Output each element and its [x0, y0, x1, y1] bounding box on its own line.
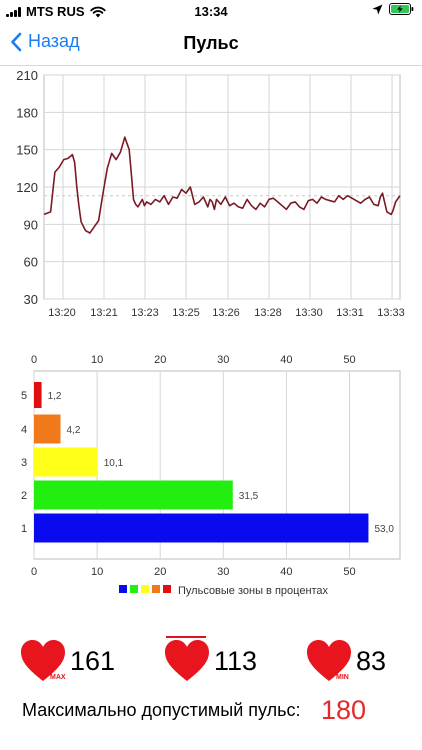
pulse-y-tick-label: 30: [24, 292, 38, 307]
signal-icon: [6, 6, 21, 17]
zones-x-tick-label-top: 40: [280, 354, 292, 366]
zone-value-label: 53,0: [374, 524, 394, 535]
max-allowed-label: Максимально допустимый пульс:: [22, 700, 301, 720]
legend-swatch-zone-3: [141, 585, 149, 593]
pulse-x-tick-label: 13:23: [131, 307, 159, 319]
max-allowed-value[interactable]: 180: [321, 695, 367, 725]
location-arrow-icon: [372, 4, 383, 14]
back-label: Назад: [28, 31, 80, 51]
legend-swatch-zone-2: [130, 585, 138, 593]
zone-bar-5: [34, 382, 42, 408]
zones-x-tick-label-top: 0: [31, 354, 37, 366]
wifi-icon: [89, 6, 106, 17]
pulse-x-tick-label: 13:31: [336, 307, 364, 319]
status-time: 13:34: [194, 4, 228, 19]
zone-value-label: 31,5: [239, 491, 259, 502]
pulse-x-axis: 13:20 13:21 13:23 13:25 13:26 13:28 13:30 13:31…: [48, 307, 405, 319]
heart-average-icon: [165, 640, 209, 681]
zone-value-label: 1,2: [48, 391, 62, 402]
pulse-series-line: [43, 136, 401, 234]
zones-x-tick-label-top: 50: [343, 354, 355, 366]
battery-charging-icon: [389, 3, 414, 15]
zones-x-tick-label-top: 10: [91, 354, 103, 366]
zones-bars: 5 1,2 4 4,2 3 10,1 2 31,5 1 53,0: [21, 382, 394, 543]
zone-category-label: 5: [21, 390, 27, 402]
navigation-bar: Назад Пульс: [0, 22, 422, 66]
zone-value-label: 10,1: [104, 458, 124, 469]
legend-swatch-zone-5: [163, 585, 171, 593]
zones-x-axis-bottom: 0 10 20 30 40 50: [31, 566, 356, 578]
zones-x-tick-label-bottom: 50: [343, 566, 355, 578]
pulse-zones-bar-chart: 0 10 20 30 40 50 0 10 20 30 40 50 5 1,2 4 4,2 3 10,1 2 31…: [21, 354, 401, 597]
pulse-chart-grid: [43, 74, 401, 300]
pulse-x-tick-label: 13:21: [90, 307, 118, 319]
back-button[interactable]: Назад: [10, 31, 80, 52]
pulse-x-tick-label: 13:26: [212, 307, 240, 319]
pulse-x-tick-label: 13:30: [295, 307, 323, 319]
min-label: MIN: [336, 674, 349, 681]
zone-category-label: 3: [21, 457, 27, 469]
zones-x-tick-label-bottom: 20: [154, 566, 166, 578]
pulse-y-tick-label: 210: [16, 68, 38, 83]
pulse-y-tick-label: 60: [24, 255, 38, 270]
status-right: [372, 3, 414, 15]
carrier-name: MTS RUS: [26, 4, 85, 19]
zone-category-label: 2: [21, 490, 27, 502]
zones-x-tick-label-bottom: 40: [280, 566, 292, 578]
zone-bar-4: [34, 414, 61, 444]
pulse-y-tick-label: 90: [24, 217, 38, 232]
zones-x-tick-label-top: 30: [217, 354, 229, 366]
heart-max-icon: MAX: [21, 640, 66, 681]
pulse-y-tick-label: 120: [16, 180, 38, 195]
carrier-area: MTS RUS: [6, 4, 106, 19]
average-indicator-bar: [166, 636, 206, 638]
zone-category-label: 1: [21, 523, 27, 535]
zones-x-tick-label-top: 20: [154, 354, 166, 366]
zone-bar-1: [34, 513, 369, 543]
max-pulse-value: 161: [70, 645, 116, 676]
zone-bar-2: [34, 480, 233, 510]
zones-x-axis-top: 0 10 20 30 40 50: [31, 354, 356, 366]
stat-average: 113: [164, 636, 257, 686]
min-pulse-value: 83: [356, 645, 387, 676]
pulse-x-tick-label: 13:25: [172, 307, 200, 319]
legend-swatch-zone-4: [152, 585, 160, 593]
stat-min: MIN 83: [306, 636, 386, 686]
status-bar: MTS RUS 13:34: [0, 0, 422, 22]
zones-x-tick-label-bottom: 30: [217, 566, 229, 578]
zones-legend: Пульсовые зоны в процентах: [119, 585, 329, 597]
legend-swatch-zone-1: [119, 585, 127, 593]
zones-x-tick-label-bottom: 0: [31, 566, 37, 578]
page-title: Пульс: [183, 33, 239, 53]
pulse-x-tick-label: 13:33: [377, 307, 405, 319]
zones-x-tick-label-bottom: 10: [91, 566, 103, 578]
pulse-x-tick-label: 13:20: [48, 307, 76, 319]
pulse-y-tick-label: 150: [16, 143, 38, 158]
pulse-x-tick-label: 13:28: [254, 307, 282, 319]
stat-max: MAX 161: [20, 636, 115, 686]
pulse-y-tick-label: 180: [16, 105, 38, 120]
chevron-left-icon: [11, 32, 22, 51]
max-label: MAX: [50, 674, 66, 681]
average-pulse-value: 113: [214, 645, 258, 676]
zone-value-label: 4,2: [67, 425, 81, 436]
zone-bar-3: [34, 447, 98, 477]
pulse-y-axis: 30 60 90 120 150 180 210: [16, 68, 38, 307]
heart-min-icon: MIN: [307, 640, 351, 681]
zones-legend-label: Пульсовые зоны в процентах: [178, 585, 329, 597]
zone-category-label: 4: [21, 424, 27, 436]
